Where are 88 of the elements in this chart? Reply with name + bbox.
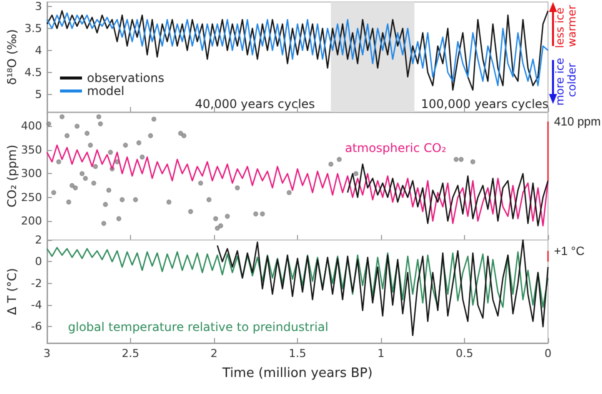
point (51, 190, 56, 196)
point (88, 142, 93, 148)
point (92, 164, 98, 170)
point (64, 133, 70, 138)
point (56, 159, 62, 164)
point (120, 197, 125, 202)
y-tick-label: -4 (31, 298, 42, 312)
point (106, 188, 112, 193)
legend-label: observations (87, 71, 164, 85)
point (72, 185, 78, 190)
point (188, 209, 194, 214)
x-tick-label: 3 (44, 347, 50, 360)
line-series (46, 246, 549, 308)
point (101, 220, 106, 226)
y-tick-label: 0 (35, 255, 42, 268)
y-tick-label: -2 (31, 276, 42, 290)
point (166, 200, 172, 205)
point (66, 200, 72, 205)
y-axis-title: CO₂ (ppm) (5, 144, 19, 208)
point (80, 171, 85, 176)
annotation: 410 ppm (554, 114, 601, 128)
y-tick-label: 350 (21, 143, 42, 156)
text: less ice warmer (554, 4, 578, 48)
x-tick-label: 1.5 (288, 347, 306, 360)
point (458, 156, 464, 162)
point (102, 202, 108, 207)
point (206, 197, 212, 202)
point (178, 130, 184, 136)
text: more ice colder (554, 54, 578, 106)
point (108, 150, 113, 155)
point (96, 114, 102, 120)
point (133, 197, 138, 202)
point (122, 142, 128, 148)
y-axis-title: δ¹⁸O (‰) (5, 29, 19, 85)
point (140, 154, 145, 160)
y-tick-label: 3 (35, 0, 42, 13)
line-series (46, 144, 549, 226)
annotation: +1 °C (554, 244, 585, 258)
x-tick-label: 1 (378, 347, 384, 360)
annotation: 40,000 years cycles (195, 97, 315, 111)
x-tick-label: 0 (544, 347, 552, 360)
point (91, 180, 96, 186)
y-tick-label: 300 (21, 167, 42, 180)
point (148, 133, 154, 138)
text: global temperature relative to preindustrial (68, 320, 328, 334)
point (253, 211, 258, 216)
annotation: 100,000 years cycles (421, 97, 549, 111)
point (46, 121, 52, 126)
point (74, 124, 80, 129)
point (82, 176, 88, 181)
y-tick-label: -6 (31, 320, 42, 334)
point (224, 214, 230, 219)
point (328, 162, 334, 167)
y-tick-label: 3.5 (24, 22, 42, 35)
point (181, 133, 186, 138)
point (70, 182, 75, 188)
point (353, 171, 358, 176)
line-series (346, 164, 549, 226)
x-axis-title: Time (million years BP) (221, 366, 373, 381)
point (116, 216, 122, 222)
point (218, 223, 224, 228)
series-label: atmospheric CO₂ (345, 141, 446, 155)
point (84, 130, 90, 136)
point (470, 159, 476, 164)
point (286, 190, 292, 196)
point (151, 116, 156, 122)
x-tick-label: 2 (210, 347, 218, 360)
legend-label: model (87, 84, 124, 98)
y-tick-label: 2 (35, 234, 42, 246)
point (234, 185, 240, 190)
point (98, 121, 103, 126)
point (214, 226, 220, 231)
y-tick-label: 4.5 (24, 66, 42, 79)
point (336, 156, 342, 162)
x-tick-label: 2.5 (122, 347, 140, 360)
point (198, 180, 204, 186)
point (136, 140, 142, 146)
x-tick-label: 0.5 (456, 347, 474, 360)
y-tick-label: 250 (21, 190, 42, 204)
y-tick-label: 4 (35, 44, 42, 57)
y-tick-label: 200 (21, 214, 42, 228)
y-axis-title: Δ T (°C) (5, 268, 19, 315)
point (454, 156, 459, 162)
y-tick-label: 400 (21, 120, 42, 133)
point (260, 211, 265, 216)
point (213, 216, 218, 222)
point (60, 114, 65, 120)
y-tick-label: 5 (35, 88, 42, 101)
